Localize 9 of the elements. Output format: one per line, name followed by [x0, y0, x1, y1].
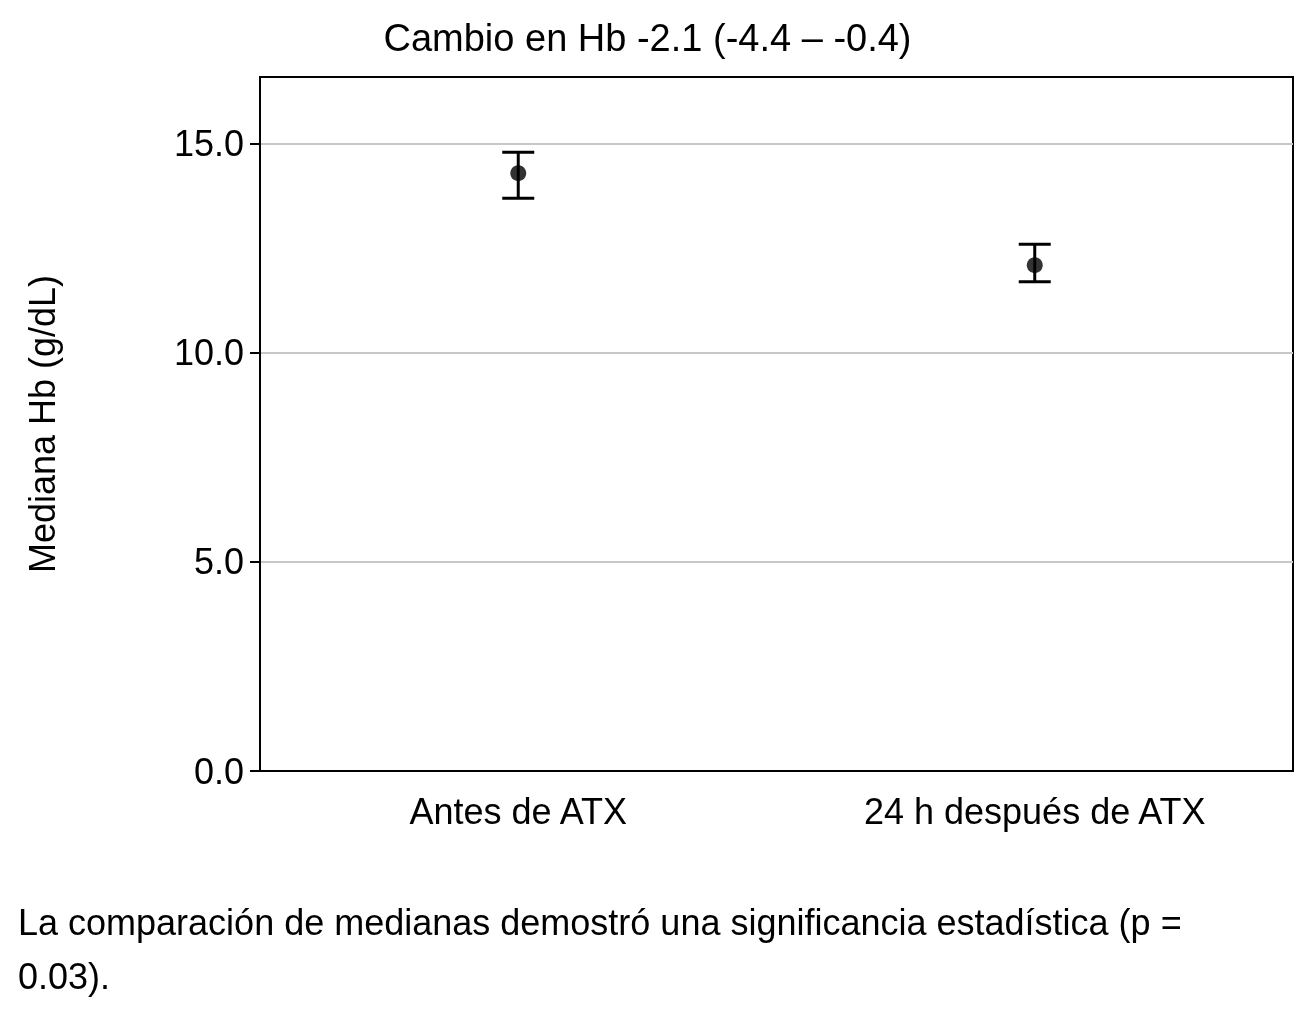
chart-title: Cambio en Hb -2.1 (-4.4 – -0.4) [383, 17, 912, 59]
text: La comparación de medianas demostró una significancia estadística (p = 0.03). [18, 901, 1192, 997]
x-tick-label: 24 h después de ATX [863, 790, 1206, 832]
y-tick-label: 0.0 [193, 750, 244, 792]
x-tick-label: Antes de ATX [409, 790, 627, 832]
y-tick-label: 10.0 [173, 332, 244, 374]
y-tick-label: 15.0 [173, 123, 244, 165]
y-axis-title: Mediana Hb (g/dL) [21, 274, 63, 574]
y-tick-label: 5.0 [193, 541, 244, 583]
